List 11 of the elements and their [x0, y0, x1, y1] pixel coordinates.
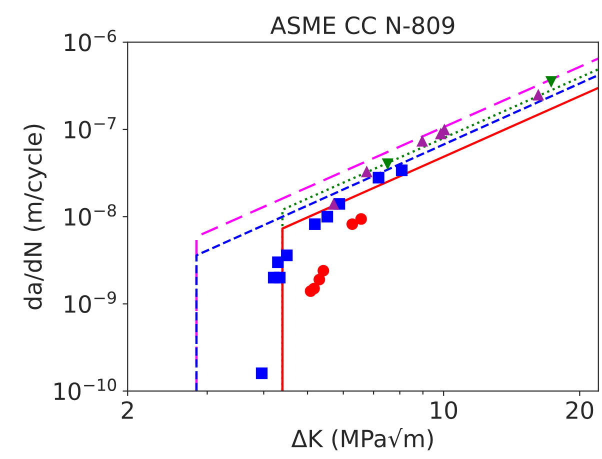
x-tick-label: 2 — [122, 401, 133, 419]
y-tick-label: 10$^{−8}$ — [65, 204, 116, 226]
x-axis-title: ΔK (MPa√m) — [291, 428, 433, 450]
y-axis-title: da/dN (m/cycle) — [24, 124, 46, 310]
y-tick-label: 10$^{−7}$ — [65, 117, 116, 139]
chart-title: ASME CC N-809 — [270, 16, 454, 34]
y-tick-label: 10$^{−9}$ — [65, 291, 116, 313]
y-tick-label: 10$^{−10}$ — [54, 378, 116, 400]
x-tick-label: 10 — [431, 401, 458, 420]
y-tick-label: 10$^{−6}$ — [65, 30, 116, 52]
x-tick-label: 20 — [566, 401, 594, 420]
